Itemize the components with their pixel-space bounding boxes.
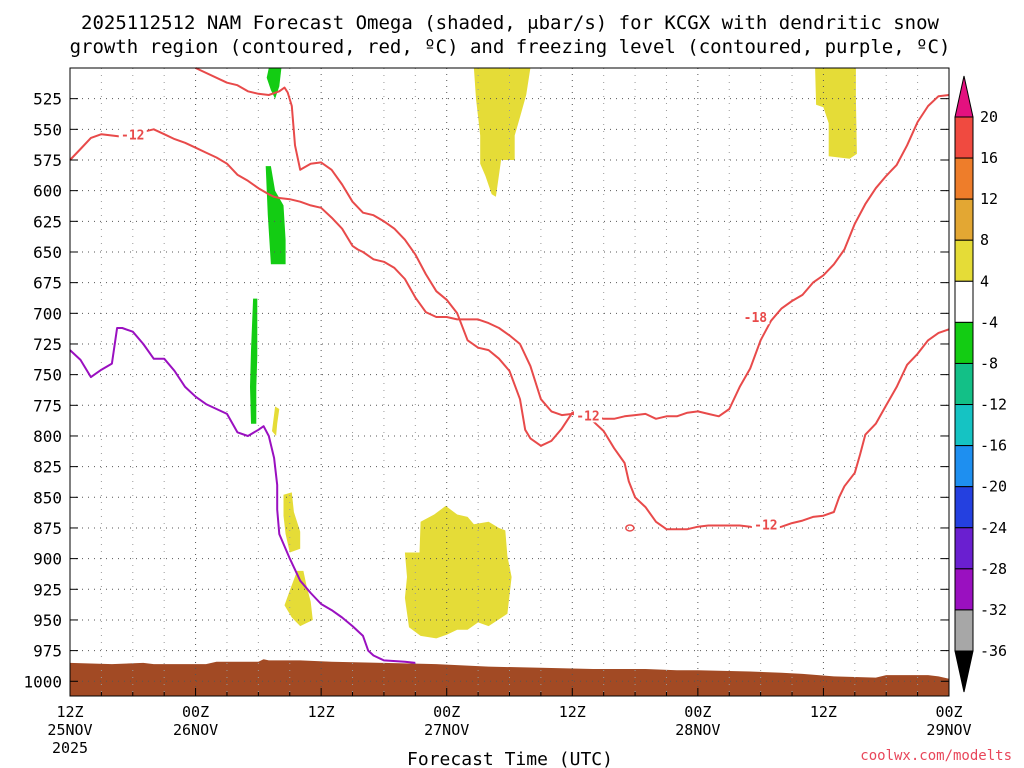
- colorbar-label: 16: [980, 149, 998, 167]
- y-tick-label: 550: [33, 120, 62, 139]
- y-tick-label: 950: [33, 611, 62, 630]
- colorbar-band-0: [954, 116, 974, 159]
- y-tick-label: 675: [33, 274, 62, 293]
- y-tick-label: 900: [33, 550, 62, 569]
- y-tick-label: 725: [33, 335, 62, 354]
- contour-line-0: [69, 128, 950, 531]
- y-axis-ticks: 525 550 575 600 625 650 675 700 725 750 775 800 825 8…: [23, 90, 949, 691]
- colorbar-band-9: [954, 486, 974, 529]
- y-tick-label: 775: [33, 396, 62, 415]
- colorbar-band-7: [954, 404, 974, 447]
- x-tick-label: 12Z: [56, 703, 83, 721]
- contour-label-bg: [118, 127, 147, 142]
- y-tick-label: 575: [33, 151, 62, 170]
- omega-shaded-region-2: [250, 298, 258, 424]
- omega-shaded-region-7: [284, 570, 313, 627]
- omega-shaded-region-6: [283, 492, 301, 553]
- x-tick-year: 2025: [52, 739, 88, 757]
- colorbar-label: 20: [980, 108, 998, 126]
- omega-shaded-region-3: [473, 68, 531, 197]
- colorbar-band-11: [954, 568, 974, 611]
- colorbar-top-arrow: [954, 75, 974, 118]
- contour-line-layer: [69, 67, 950, 664]
- colorbar-band-2: [954, 198, 974, 241]
- colorbar-band-12: [954, 609, 974, 652]
- colorbar-band-6: [954, 362, 974, 406]
- chart-title-line2: growth region (contoured, red, ºC) and f…: [70, 36, 951, 58]
- contour-label-3: -12: [754, 519, 777, 534]
- x-tick-date: 26NOV: [173, 721, 218, 739]
- y-tick-label: 600: [33, 182, 62, 201]
- colorbar-band-5: [954, 321, 974, 364]
- y-tick-label: 1000: [23, 672, 62, 691]
- colorbar-label: -28: [980, 560, 1007, 578]
- x-tick-date: 27NOV: [424, 721, 469, 739]
- colorbar-label: 4: [980, 272, 989, 290]
- y-tick-label: 875: [33, 519, 62, 538]
- omega-shaded-region-5: [272, 406, 280, 436]
- colorbar-label: -4: [980, 313, 998, 331]
- colorbar-bottom-arrow: [954, 650, 974, 693]
- x-tick-label: 12Z: [559, 703, 586, 721]
- omega-shading-layer: [250, 68, 857, 639]
- contour-label-bg: [751, 517, 780, 532]
- y-tick-label: 750: [33, 366, 62, 385]
- y-tick-label: 925: [33, 580, 62, 599]
- y-tick-label: 800: [33, 427, 62, 446]
- colorbar-band-1: [954, 157, 974, 200]
- contour-label-layer: -12 -18 -12 -12: [118, 127, 780, 534]
- contour-line-2: [69, 327, 416, 664]
- contour-label-1: -18: [744, 311, 768, 326]
- x-tick-label: 00Z: [433, 703, 460, 721]
- colorbar-label: -16: [980, 437, 1007, 455]
- y-tick-label: 825: [33, 458, 62, 477]
- contour-label-0: -12: [121, 128, 144, 143]
- x-tick-label: 00Z: [935, 703, 962, 721]
- colorbar-band-8: [954, 445, 974, 488]
- x-tick-date: 25NOV: [47, 721, 92, 739]
- y-tick-label: 525: [33, 90, 62, 109]
- x-tick-label: 00Z: [182, 703, 209, 721]
- plot-frame: [69, 67, 950, 697]
- colorbar-label: -32: [980, 601, 1007, 619]
- chart-title-line1: 2025112512 NAM Forecast Omega (shaded, μ…: [81, 12, 939, 34]
- y-tick-label: 700: [33, 304, 62, 323]
- x-tick-date: 29NOV: [926, 721, 971, 739]
- colorbar-label: -8: [980, 354, 998, 372]
- omega-shaded-region-1: [265, 166, 286, 265]
- y-tick-label: 625: [33, 212, 62, 231]
- colorbar-label: 12: [980, 190, 998, 208]
- colorbar-label: -24: [980, 519, 1007, 537]
- colorbar-band-3: [954, 239, 974, 282]
- colorbar-label: -12: [980, 396, 1007, 414]
- x-tick-label: 12Z: [810, 703, 837, 721]
- contour-line-1: [195, 67, 950, 447]
- colorbar: 20 16 12 8 4 -4 -8 -12 -16 -20 -24 -28 -32 -36: [954, 75, 1007, 693]
- y-tick-label: 650: [33, 243, 62, 262]
- colorbar-label: -20: [980, 478, 1007, 496]
- y-tick-label: 850: [33, 488, 62, 507]
- colorbar-band-4: [954, 280, 974, 323]
- y-tick-label: 975: [33, 642, 62, 661]
- x-tick-label: 00Z: [684, 703, 711, 721]
- contour-ring: [625, 524, 635, 532]
- omega-shaded-region-8: [404, 505, 512, 639]
- x-axis-label: Forecast Time (UTC): [407, 749, 613, 768]
- credit-link[interactable]: coolwx.com/modelts: [860, 748, 1012, 764]
- contour-label-2: -12: [576, 409, 599, 424]
- omega-shaded-region-0: [266, 68, 282, 99]
- colorbar-label: 8: [980, 231, 989, 249]
- x-tick-date: 28NOV: [675, 721, 720, 739]
- omega-shaded-region-4: [815, 68, 857, 159]
- colorbar-label: -36: [980, 642, 1007, 660]
- x-tick-label: 12Z: [308, 703, 335, 721]
- contour-label-bg: [741, 310, 770, 325]
- grid-layer: [69, 68, 950, 696]
- colorbar-band-10: [954, 527, 974, 570]
- contour-label-bg: [573, 408, 602, 423]
